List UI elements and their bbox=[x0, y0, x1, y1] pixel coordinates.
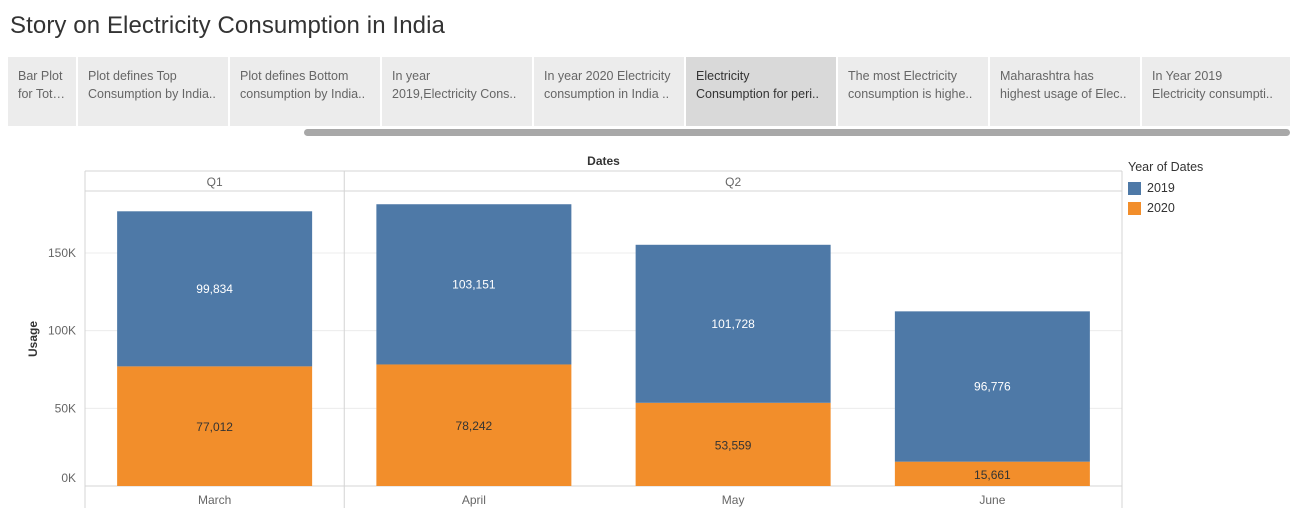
legend-label-2019: 2019 bbox=[1147, 181, 1175, 195]
story-point-9[interactable]: In Year 2019 Electricity consumpti.. bbox=[1142, 57, 1290, 126]
data-label-2020-march: 77,012 bbox=[196, 420, 233, 434]
x-tick-label-june: June bbox=[979, 493, 1005, 507]
x-tick-label-may: May bbox=[722, 493, 745, 507]
group-label-q2: Q2 bbox=[725, 175, 741, 189]
data-label-2020-april: 78,242 bbox=[456, 419, 493, 433]
bar-2020-april bbox=[376, 364, 572, 486]
legend-title: Year of Dates bbox=[1128, 160, 1204, 174]
story-point-2[interactable]: Plot defines Top Consumption by India.. bbox=[78, 57, 228, 126]
bar-2019-june bbox=[894, 311, 1090, 462]
story-point-8[interactable]: Maharashtra has highest usage of Elec.. bbox=[990, 57, 1140, 126]
column-header-dates: Dates bbox=[587, 154, 620, 168]
stacked-bar-chart: Dates Q1 Q2 0K 50K 100K 150K Usage 77,012 99,834… bbox=[26, 154, 1123, 508]
chart-bars bbox=[117, 204, 1090, 486]
data-label-2019-march: 99,834 bbox=[196, 282, 233, 296]
story-point-5[interactable]: In year 2020 Electricity consumption in … bbox=[534, 57, 684, 126]
legend: Year of Dates 2019 2020 bbox=[1128, 160, 1203, 218]
y-tick-label-0: 0K bbox=[61, 471, 76, 485]
chart-labels: 0K 50K 100K 150K Usage 77,012 99,834 March 78,24… bbox=[26, 246, 1011, 507]
bar-2019-march bbox=[117, 211, 313, 367]
group-label-q1: Q1 bbox=[207, 175, 223, 189]
bar-2020-march bbox=[117, 366, 313, 486]
bar-2019-april bbox=[376, 204, 572, 365]
legend-swatch-2020 bbox=[1128, 201, 1141, 215]
story-point-6[interactable]: Electricity Consumption for peri.. bbox=[686, 57, 836, 126]
legend-swatch-2019 bbox=[1128, 181, 1141, 195]
story-point-1[interactable]: Bar Plot for Total .. bbox=[8, 57, 76, 126]
navigator-scrollbar[interactable] bbox=[304, 129, 1290, 136]
y-tick-label-2: 100K bbox=[48, 324, 76, 338]
data-label-2020-may: 53,559 bbox=[715, 438, 752, 452]
bar-2020-may bbox=[635, 402, 831, 486]
bar-2020-june bbox=[894, 461, 1090, 486]
story-title: Story on Electricity Consumption in Indi… bbox=[10, 12, 445, 39]
y-tick-label-3: 150K bbox=[48, 246, 76, 260]
chart-headers: Dates Q1 Q2 bbox=[207, 154, 742, 189]
data-label-2019-april: 103,151 bbox=[452, 277, 496, 291]
story-point-4[interactable]: In year 2019,Electricity Cons.. bbox=[382, 57, 532, 126]
x-tick-label-april: April bbox=[462, 493, 486, 507]
data-label-2020-june: 15,661 bbox=[974, 468, 1011, 482]
navigator-scrollbar-thumb[interactable] bbox=[304, 129, 1290, 136]
data-label-2019-may: 101,728 bbox=[711, 317, 755, 331]
y-axis-title: Usage bbox=[26, 321, 40, 357]
story-point-3[interactable]: Plot defines Bottom consumption by India… bbox=[230, 57, 380, 126]
bar-2019-may bbox=[635, 244, 831, 403]
story-navigator: Bar Plot for Total .. Plot defines Top C… bbox=[8, 57, 1290, 126]
legend-label-2020: 2020 bbox=[1147, 201, 1175, 215]
y-tick-label-1: 50K bbox=[55, 401, 76, 415]
legend-item-2020[interactable]: 2020 bbox=[1128, 198, 1203, 218]
x-tick-label-march: March bbox=[198, 493, 231, 507]
story-point-7[interactable]: The most Electricity consumption is high… bbox=[838, 57, 988, 126]
data-label-2019-june: 96,776 bbox=[974, 380, 1011, 394]
legend-item-2019[interactable]: 2019 bbox=[1128, 178, 1203, 198]
